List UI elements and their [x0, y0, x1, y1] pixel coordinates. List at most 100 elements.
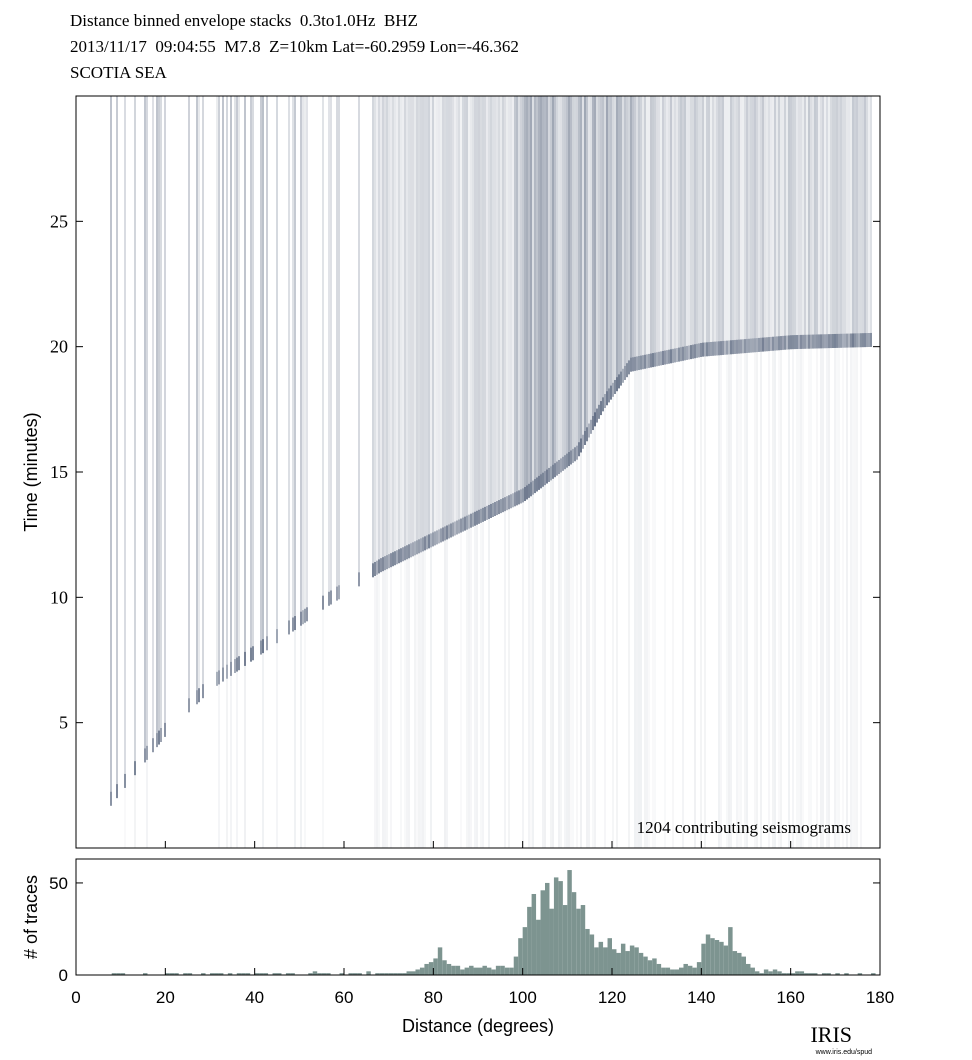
envelope-column	[470, 96, 472, 528]
envelope-onset	[400, 548, 402, 563]
envelope-onset	[556, 461, 558, 476]
x-tick-label: 100	[508, 988, 536, 1007]
x-tick-label: 60	[335, 988, 354, 1007]
envelope-column	[742, 96, 744, 354]
envelope-onset	[416, 540, 418, 555]
bar	[384, 973, 389, 975]
envelope-onset	[650, 353, 652, 368]
envelope-onset	[514, 492, 516, 507]
noise	[414, 555, 416, 848]
envelope-onset	[860, 333, 862, 348]
envelope-column	[568, 96, 570, 467]
noise	[474, 525, 476, 848]
envelope-column	[870, 96, 872, 347]
envelope-onset	[152, 738, 154, 753]
envelope-column	[396, 96, 398, 565]
envelope-column	[788, 96, 790, 350]
envelope-column	[570, 96, 572, 465]
noise	[836, 348, 838, 848]
envelope-column	[854, 96, 856, 348]
noise	[672, 362, 674, 848]
bar	[723, 945, 729, 975]
noise	[638, 370, 640, 848]
envelope-column	[494, 96, 496, 517]
envelope-column	[410, 96, 412, 558]
envelope-column	[810, 96, 812, 349]
envelope-column	[134, 96, 136, 776]
bar	[277, 973, 282, 975]
envelope-column	[704, 96, 706, 357]
envelope-column	[300, 96, 302, 626]
envelope-onset	[260, 640, 262, 655]
envelope-onset	[554, 463, 556, 478]
bar	[754, 971, 760, 975]
x-tick-label: 40	[245, 988, 264, 1007]
envelope-onset	[748, 338, 750, 353]
envelope-column	[498, 96, 500, 515]
envelope-column	[646, 96, 648, 369]
envelope-column	[712, 96, 714, 356]
envelope-column	[830, 96, 832, 349]
envelope-column	[450, 96, 452, 538]
envelope-onset	[614, 379, 616, 394]
envelope-column	[746, 96, 748, 353]
envelope-onset	[706, 342, 708, 357]
envelope-onset	[844, 333, 846, 348]
envelope-column	[860, 96, 862, 348]
envelope-column	[654, 96, 656, 367]
noise	[842, 348, 844, 848]
bar	[495, 965, 501, 975]
bar	[687, 965, 693, 975]
envelope-onset	[570, 450, 572, 465]
noise	[544, 485, 546, 848]
bar	[750, 967, 755, 975]
bar	[428, 962, 434, 975]
envelope-onset	[496, 501, 498, 516]
envelope-column	[510, 96, 512, 509]
noise	[550, 480, 552, 848]
envelope-onset	[406, 545, 408, 560]
bar	[326, 973, 331, 975]
envelope-onset	[724, 340, 726, 355]
envelope-onset	[198, 688, 200, 703]
envelope-column	[482, 96, 484, 522]
envelope-column	[198, 96, 200, 703]
envelope-onset	[736, 339, 738, 354]
noise	[304, 622, 306, 848]
envelope-onset	[606, 391, 608, 406]
noise	[466, 529, 468, 848]
envelope-column	[644, 96, 646, 369]
bar	[777, 971, 782, 975]
envelope-onset	[550, 466, 552, 481]
envelope-column	[196, 96, 198, 705]
envelope-column	[592, 96, 594, 431]
envelope-onset	[218, 670, 220, 685]
x-tick-label: 120	[598, 988, 626, 1007]
bar	[352, 973, 358, 975]
envelope-column	[814, 96, 816, 349]
envelope-column	[838, 96, 840, 348]
envelope-onset	[664, 350, 666, 365]
envelope-onset	[742, 339, 744, 354]
envelope-column	[554, 96, 556, 478]
envelope-onset	[546, 469, 548, 484]
envelope-onset	[498, 500, 500, 515]
envelope-column	[624, 96, 626, 380]
envelope-onset	[512, 493, 514, 508]
envelope-column	[526, 96, 528, 500]
envelope-column	[446, 96, 448, 540]
bar	[509, 967, 514, 975]
envelope-column	[632, 96, 634, 372]
envelope-column	[474, 96, 476, 526]
envelope-column	[416, 96, 418, 555]
x-tick-label: 80	[424, 988, 443, 1007]
bar	[451, 965, 456, 975]
envelope-onset	[674, 348, 676, 363]
envelope-column	[864, 96, 866, 348]
envelope-column	[638, 96, 640, 371]
envelope-column	[406, 96, 408, 560]
envelope-column	[664, 96, 666, 365]
envelope-column	[478, 96, 480, 524]
noise	[802, 349, 804, 848]
noise	[634, 370, 636, 848]
